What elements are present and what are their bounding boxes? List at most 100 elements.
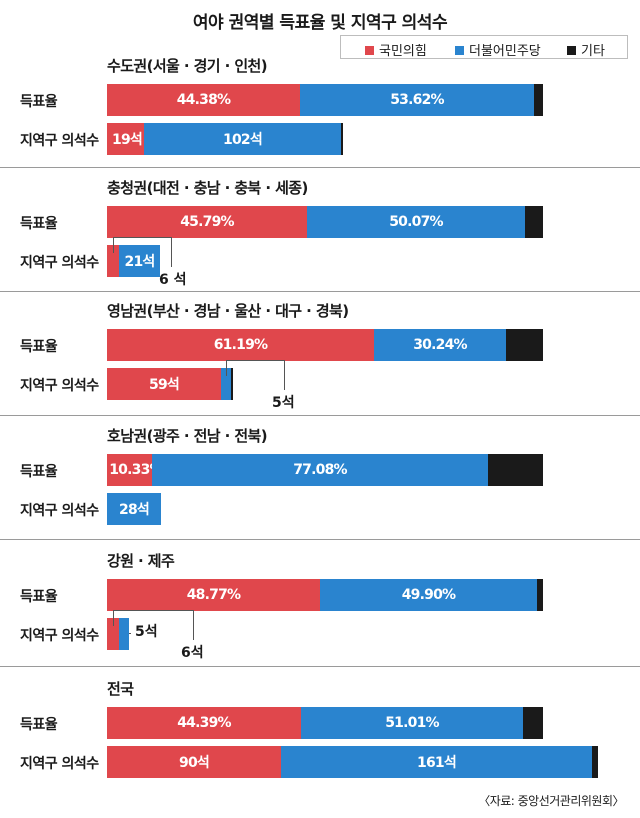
legend-item-other: 기타	[567, 40, 605, 59]
legend: 국민의힘 더불어민주당 기타	[340, 35, 628, 59]
section-divider	[0, 539, 640, 540]
callout-leader	[193, 610, 194, 640]
seat-bar-ppp	[107, 368, 221, 400]
seat-label-dp: 21석	[124, 254, 156, 270]
seats-bar: 21석	[107, 245, 160, 277]
seats-label: 지역구 의석수	[20, 628, 99, 644]
vote-label-ppp: 61.19%	[213, 337, 268, 353]
vote-share-label: 득표율	[20, 216, 58, 232]
seat-label-ppp: 59석	[149, 377, 180, 393]
section-divider	[0, 167, 640, 168]
vote-bar-other	[534, 84, 543, 116]
legend-item-ppp: 국민의힘	[365, 40, 427, 59]
vote-label-ppp: 45.79%	[180, 214, 234, 230]
region-title: 호남권(광주 · 전남 · 전북)	[107, 427, 268, 445]
seat-bar-ppp	[107, 746, 281, 778]
callout-leader	[113, 237, 114, 253]
seat-label-dp: 161석	[417, 755, 457, 771]
seats-bar: 19석 102석	[107, 123, 343, 155]
seat-bar-other	[592, 746, 598, 778]
seat-bar-ppp	[107, 618, 119, 650]
vote-label-ppp: 48.77%	[186, 587, 241, 603]
chart-title: 여야 권역별 득표율 및 지역구 의석수	[192, 13, 448, 33]
callout-leader	[226, 360, 227, 376]
callout-leader	[129, 633, 131, 634]
seat-callout-label: 5석	[135, 624, 158, 640]
vote-label-ppp: 44.39%	[177, 715, 231, 731]
seat-bar-other	[231, 368, 233, 400]
region-title: 강원 · 제주	[107, 552, 175, 570]
seat-callout-label: 6석	[181, 645, 204, 661]
vote-bar-dp	[152, 454, 488, 486]
section-divider	[0, 291, 640, 292]
vote-label-dp: 51.01%	[385, 715, 439, 731]
vote-share-label: 득표율	[20, 717, 58, 733]
callout-leader	[226, 360, 284, 361]
legend-label-ppp: 국민의힘	[379, 44, 427, 59]
vote-bar-dp	[300, 84, 534, 116]
legend-item-dp: 더불어민주당	[455, 40, 541, 59]
vote-bar-other	[506, 329, 543, 361]
vote-label-dp: 53.62%	[390, 92, 444, 108]
callout-leader	[113, 610, 114, 626]
vote-share-label: 득표율	[20, 94, 58, 110]
seats-bar: 59석	[107, 368, 233, 400]
legend-swatch-other	[567, 46, 576, 55]
legend-swatch-dp	[455, 46, 464, 55]
vote-bar-ppp	[107, 454, 152, 486]
seat-label-ppp: 19석	[112, 132, 143, 148]
vote-bar-dp	[301, 707, 523, 739]
vote-share-label: 득표율	[20, 339, 58, 355]
vote-bar-dp	[307, 206, 525, 238]
vote-share-label: 득표율	[20, 589, 58, 605]
callout-leader	[113, 610, 193, 611]
vote-share-bar: 45.79% 50.07%	[107, 206, 543, 238]
vote-bar-ppp	[107, 707, 301, 739]
vote-label-dp: 77.08%	[293, 462, 347, 478]
legend-swatch-ppp	[365, 46, 374, 55]
seats-bar: 28석	[107, 493, 161, 525]
vote-share-bar: 48.77% 49.90%	[107, 579, 543, 611]
vote-label-dp: 49.90%	[401, 587, 456, 603]
vote-share-bar: 44.38% 53.62%	[107, 84, 543, 116]
seat-bar-dp	[119, 245, 160, 277]
section-divider	[0, 415, 640, 416]
seat-callout-label: 6 석	[159, 272, 187, 288]
seats-bar	[107, 618, 129, 650]
region-title: 충청권(대전 · 충남 · 충북 · 세종)	[107, 179, 308, 197]
section-divider	[0, 666, 640, 667]
seats-label: 지역구 의석수	[20, 378, 99, 394]
vote-bar-other	[525, 206, 543, 238]
vote-bar-other	[488, 454, 543, 486]
region-title: 전국	[107, 680, 134, 698]
region-title: 수도권(서울 · 경기 · 인천)	[107, 57, 268, 75]
vote-bar-other	[537, 579, 543, 611]
vote-bar-ppp	[107, 206, 307, 238]
legend-label-other: 기타	[581, 44, 605, 59]
callout-leader	[284, 360, 285, 390]
callout-leader	[113, 237, 171, 238]
seat-label-dp: 102석	[223, 132, 263, 148]
seat-bar-ppp	[107, 123, 144, 155]
vote-share-bar: 44.39% 51.01%	[107, 707, 543, 739]
source-note: 〈자료: 중앙선거관리위원회〉	[478, 794, 624, 808]
vote-label-ppp: 44.38%	[176, 92, 231, 108]
seats-label: 지역구 의석수	[20, 503, 99, 519]
seat-bar-dp	[221, 368, 231, 400]
vote-share-bar: 10.33% 77.08%	[107, 454, 543, 486]
vote-label-dp: 30.24%	[413, 337, 467, 353]
vote-bar-ppp	[107, 84, 300, 116]
seat-callout-label: 5석	[272, 395, 295, 411]
seat-label-dp: 28석	[119, 502, 150, 518]
seat-bar-dp	[144, 123, 341, 155]
seats-label: 지역구 의석수	[20, 255, 99, 271]
seats-label: 지역구 의석수	[20, 756, 99, 772]
vote-bar-dp	[374, 329, 506, 361]
seats-bar: 90석 161석	[107, 746, 598, 778]
seat-bar-ppp	[107, 245, 119, 277]
seat-label-ppp: 90석	[179, 755, 210, 771]
vote-bar-ppp	[107, 579, 320, 611]
vote-bar-other	[523, 707, 543, 739]
seat-bar-dp	[107, 493, 161, 525]
